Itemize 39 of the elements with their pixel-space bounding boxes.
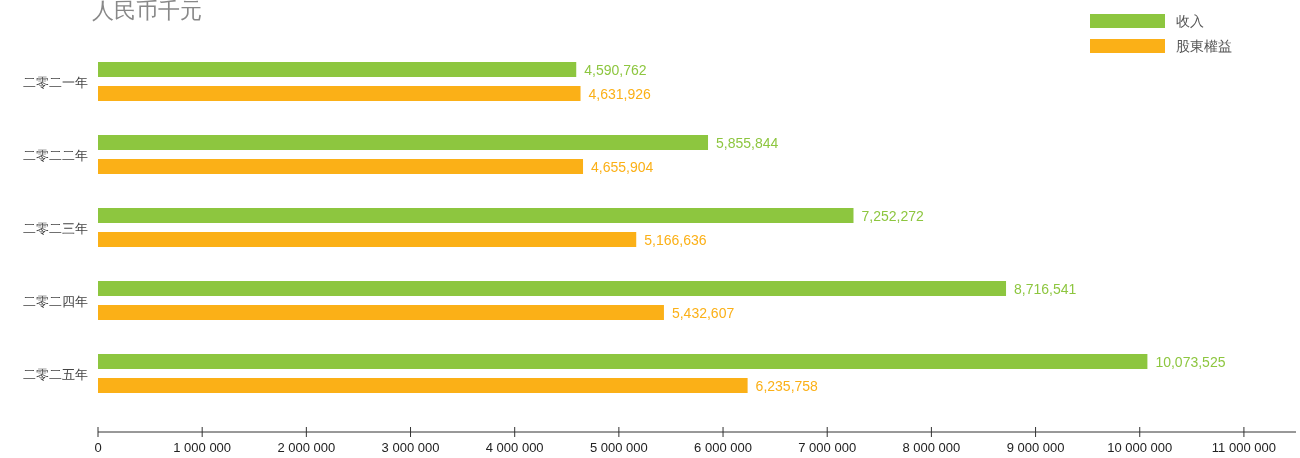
legend: 收入 股東權益 bbox=[1090, 13, 1232, 54]
x-tick-label: 4 000 000 bbox=[485, 440, 544, 455]
y-tick-label: 二零二三年 bbox=[23, 220, 88, 236]
bar bbox=[98, 62, 577, 77]
x-tick-label: 1 000 000 bbox=[173, 440, 232, 455]
x-tick-label: 11 000 000 bbox=[1211, 440, 1276, 455]
bar bbox=[98, 86, 581, 101]
bar bbox=[98, 232, 637, 247]
y-tick-label: 二零二二年 bbox=[23, 147, 88, 163]
bar bbox=[98, 354, 1148, 369]
bar bbox=[98, 378, 748, 393]
text: 4,655,904 bbox=[591, 158, 654, 175]
text: 10,073,525 bbox=[1155, 353, 1226, 370]
y-tick-label: 二零二四年 bbox=[23, 293, 88, 309]
x-tick-label: 9 000 000 bbox=[1006, 440, 1065, 455]
chart-title: 人民币千元 bbox=[92, 0, 202, 23]
bar bbox=[98, 305, 664, 320]
x-tick-label: 6 000 000 bbox=[694, 440, 752, 455]
x-tick-label: 8 000 000 bbox=[902, 440, 961, 455]
bar bbox=[98, 281, 1007, 296]
text: 7,252,272 bbox=[861, 207, 924, 224]
text: 5,432,607 bbox=[671, 304, 735, 321]
x-tick-label: 2 000 000 bbox=[277, 440, 336, 455]
bar bbox=[98, 135, 709, 150]
text: 4,631,926 bbox=[588, 85, 651, 102]
y-tick-label: 二零二一年 bbox=[23, 74, 88, 90]
x-tick-label: 3 000 000 bbox=[381, 440, 440, 455]
x-tick-label: 7 000 000 bbox=[798, 440, 857, 455]
bar bbox=[98, 208, 854, 223]
x-tick-label: 0 bbox=[94, 440, 102, 455]
text: 8,716,541 bbox=[1014, 280, 1077, 297]
x-tick-label: 10 000 000 bbox=[1107, 440, 1173, 455]
y-tick-label: 二零二五年 bbox=[23, 366, 88, 382]
text: 4,590,762 bbox=[584, 61, 647, 78]
text: 5,855,844 bbox=[716, 134, 779, 151]
text: 6,235,758 bbox=[755, 377, 818, 394]
x-tick-label: 5 000 000 bbox=[589, 440, 648, 455]
text: 5,166,636 bbox=[644, 231, 707, 248]
bar bbox=[98, 159, 584, 174]
